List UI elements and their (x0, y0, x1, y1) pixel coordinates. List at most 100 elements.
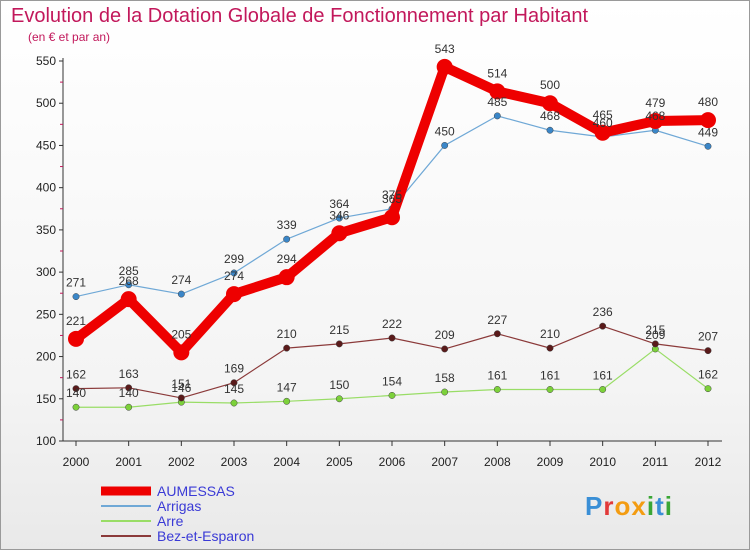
data-label: 169 (224, 362, 244, 376)
data-point (599, 322, 607, 330)
data-label: 500 (540, 78, 560, 92)
legend-label-aumessas: AUMESSAS (157, 483, 235, 499)
data-label: 146 (171, 381, 191, 395)
data-point (704, 142, 712, 150)
data-point (700, 112, 716, 129)
data-point (599, 386, 607, 393)
chart-subtitle: (en € et par an) (28, 30, 111, 44)
data-label: 468 (645, 109, 665, 123)
y-tick-label: 450 (36, 138, 56, 152)
x-tick-label: 2000 (63, 455, 90, 469)
chart-title: Evolution de la Dotation Globale de Fonc… (11, 5, 589, 27)
y-tick-label: 550 (36, 54, 56, 68)
data-point (489, 83, 506, 100)
logo-letter: i (646, 491, 656, 521)
data-label: 151 (171, 377, 191, 391)
data-label: 514 (487, 66, 507, 80)
data-label: 465 (593, 108, 613, 122)
data-label: 209 (435, 328, 455, 342)
data-label: 162 (698, 368, 718, 382)
x-tick-label: 2002 (168, 455, 195, 469)
x-tick-label: 2004 (273, 455, 300, 469)
data-label: 145 (224, 382, 244, 396)
data-point (177, 290, 185, 298)
y-tick-label: 100 (36, 434, 56, 448)
data-point (388, 334, 396, 342)
data-point (493, 330, 501, 338)
data-label: 364 (329, 197, 349, 211)
data-label: 365 (382, 192, 402, 206)
logo-letter: o (614, 491, 632, 521)
data-label: 375 (382, 188, 402, 202)
data-point (441, 141, 449, 149)
data-label: 294 (277, 252, 297, 266)
data-label: 450 (435, 124, 455, 138)
x-tick-label: 2005 (326, 455, 353, 469)
data-point (68, 330, 84, 347)
x-tick-label: 2012 (695, 455, 722, 469)
data-label: 161 (540, 368, 560, 382)
x-tick-label: 2008 (484, 455, 511, 469)
data-point (493, 112, 501, 120)
data-label: 480 (698, 95, 718, 109)
data-point (335, 214, 343, 222)
data-label: 210 (277, 327, 297, 341)
data-label: 479 (645, 96, 665, 110)
logo-letter: x (631, 491, 647, 521)
proxiti-logo: Proxiti (585, 491, 673, 522)
x-tick-label: 2007 (431, 455, 458, 469)
y-tick-label: 500 (36, 96, 56, 110)
data-label: 158 (435, 371, 455, 385)
legend-label-bez-et-esparon: Bez-et-Esparon (157, 528, 254, 544)
data-point (388, 391, 396, 399)
data-point (283, 344, 291, 352)
data-point (335, 395, 343, 403)
data-label: 274 (224, 269, 244, 283)
data-point (436, 58, 453, 75)
data-point (278, 269, 295, 286)
x-tick-label: 2006 (379, 455, 406, 469)
data-label: 140 (66, 386, 86, 400)
data-label: 268 (119, 274, 139, 288)
x-tick-label: 2001 (115, 455, 142, 469)
data-label: 210 (540, 327, 560, 341)
x-tick-label: 2011 (642, 455, 668, 469)
data-label: 147 (277, 380, 297, 394)
data-label: 215 (645, 323, 665, 337)
data-label: 161 (593, 368, 613, 382)
data-label: 221 (66, 314, 86, 328)
data-label: 543 (435, 42, 455, 56)
data-label: 285 (119, 264, 139, 278)
data-point (704, 347, 712, 355)
data-label: 227 (487, 313, 507, 327)
data-label: 468 (540, 109, 560, 123)
data-point (72, 403, 80, 411)
data-label: 222 (382, 317, 402, 331)
data-point (546, 344, 554, 352)
data-point (120, 291, 137, 308)
data-label: 271 (66, 276, 86, 290)
logo-letter: i (664, 491, 673, 521)
data-point (226, 286, 242, 303)
data-point (283, 397, 291, 405)
data-label: 274 (171, 273, 191, 287)
data-point (177, 394, 185, 402)
data-point (647, 112, 664, 129)
data-label: 485 (487, 95, 507, 109)
data-label: 460 (593, 116, 613, 130)
data-point (72, 293, 80, 301)
data-point (546, 386, 554, 393)
y-tick-label: 250 (36, 307, 56, 321)
data-point (230, 379, 238, 387)
data-point (651, 340, 659, 348)
data-point (173, 344, 190, 361)
data-label: 161 (487, 368, 507, 382)
legend-label-arre: Arre (157, 513, 184, 529)
data-label: 299 (224, 252, 244, 266)
data-point (594, 124, 611, 141)
data-label: 140 (119, 386, 139, 400)
y-tick-label: 400 (36, 181, 56, 195)
data-point (384, 209, 400, 226)
